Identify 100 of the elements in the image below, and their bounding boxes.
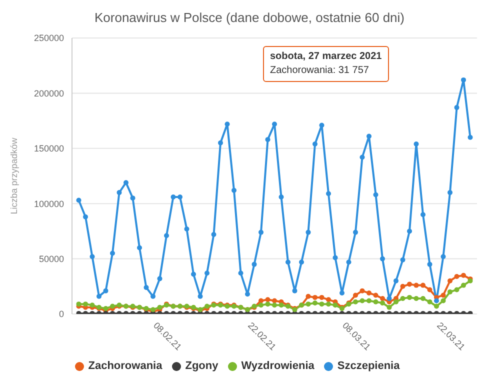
point	[414, 282, 419, 288]
point	[353, 292, 358, 298]
point	[103, 306, 108, 311]
point	[332, 302, 338, 308]
point	[265, 302, 270, 307]
y-axis-title: Liczba przypadków	[9, 137, 20, 214]
point	[144, 285, 149, 290]
point	[366, 290, 372, 296]
point	[386, 296, 392, 302]
point	[178, 194, 182, 200]
point	[312, 294, 318, 300]
annotation: Zachorowania: 31 757	[270, 64, 370, 78]
point	[319, 122, 324, 128]
point	[83, 302, 88, 307]
point	[90, 254, 95, 260]
point	[245, 292, 250, 297]
point	[164, 233, 169, 238]
point	[448, 278, 452, 284]
point	[461, 77, 466, 82]
point	[312, 141, 318, 146]
point	[353, 230, 358, 235]
point	[373, 299, 378, 304]
point	[306, 302, 311, 307]
point	[76, 198, 82, 203]
point	[103, 288, 108, 294]
point	[448, 289, 452, 294]
point	[427, 287, 432, 292]
point	[326, 297, 331, 302]
point	[360, 154, 365, 160]
point	[394, 278, 398, 284]
point	[380, 300, 385, 306]
point	[400, 257, 406, 262]
point	[414, 141, 419, 146]
point	[420, 212, 426, 218]
point	[454, 105, 460, 110]
point	[434, 304, 439, 309]
point	[272, 122, 277, 127]
point	[258, 302, 264, 308]
point	[265, 137, 270, 142]
point	[306, 230, 311, 235]
point	[468, 134, 473, 140]
y-tick-label: 250000	[34, 33, 64, 44]
point	[286, 260, 290, 265]
point	[461, 272, 466, 278]
point	[96, 294, 102, 299]
y-tick-label: 200000	[34, 88, 64, 98]
point	[232, 188, 236, 193]
point	[306, 294, 311, 299]
point	[157, 276, 162, 282]
point	[150, 294, 156, 299]
point	[218, 140, 223, 146]
point	[292, 288, 298, 294]
point	[110, 250, 115, 256]
legend-label: Szczepienia	[337, 360, 400, 372]
point	[380, 256, 385, 262]
point	[198, 294, 203, 299]
point	[312, 300, 318, 306]
legend-label: Zgony	[185, 360, 218, 372]
point	[238, 270, 244, 276]
point	[440, 292, 446, 298]
point	[346, 260, 352, 265]
point	[211, 232, 216, 238]
point	[124, 180, 128, 186]
point	[116, 190, 122, 196]
point	[137, 245, 142, 250]
point	[130, 196, 136, 201]
point	[265, 297, 270, 302]
point	[400, 284, 406, 289]
point	[299, 260, 304, 265]
y-tick-label: 0	[58, 309, 64, 320]
point	[204, 270, 210, 276]
point	[427, 299, 432, 304]
y-tick-label: 150000	[34, 144, 64, 154]
point	[427, 262, 432, 267]
point	[278, 194, 284, 200]
y-tick-label: 100000	[34, 198, 64, 209]
point	[366, 134, 372, 139]
point	[440, 254, 446, 260]
point	[434, 298, 439, 304]
point	[440, 298, 446, 304]
point	[332, 255, 338, 260]
point	[380, 296, 385, 302]
point	[366, 298, 372, 304]
point	[157, 304, 162, 310]
point	[272, 302, 277, 308]
point	[319, 302, 324, 307]
point	[326, 191, 331, 196]
point	[252, 262, 257, 267]
point	[373, 292, 378, 298]
point	[278, 302, 284, 308]
legend-label: Zachorowania	[88, 360, 162, 372]
point	[414, 296, 419, 302]
point	[394, 299, 398, 304]
chart-title: Koronawirus w Polsce (dane dobowe, ostatnie 60 dni)	[93, 9, 406, 27]
point	[461, 282, 466, 288]
point	[420, 282, 426, 288]
point	[373, 192, 378, 198]
point	[407, 294, 412, 300]
point	[420, 296, 426, 302]
point	[258, 230, 264, 235]
